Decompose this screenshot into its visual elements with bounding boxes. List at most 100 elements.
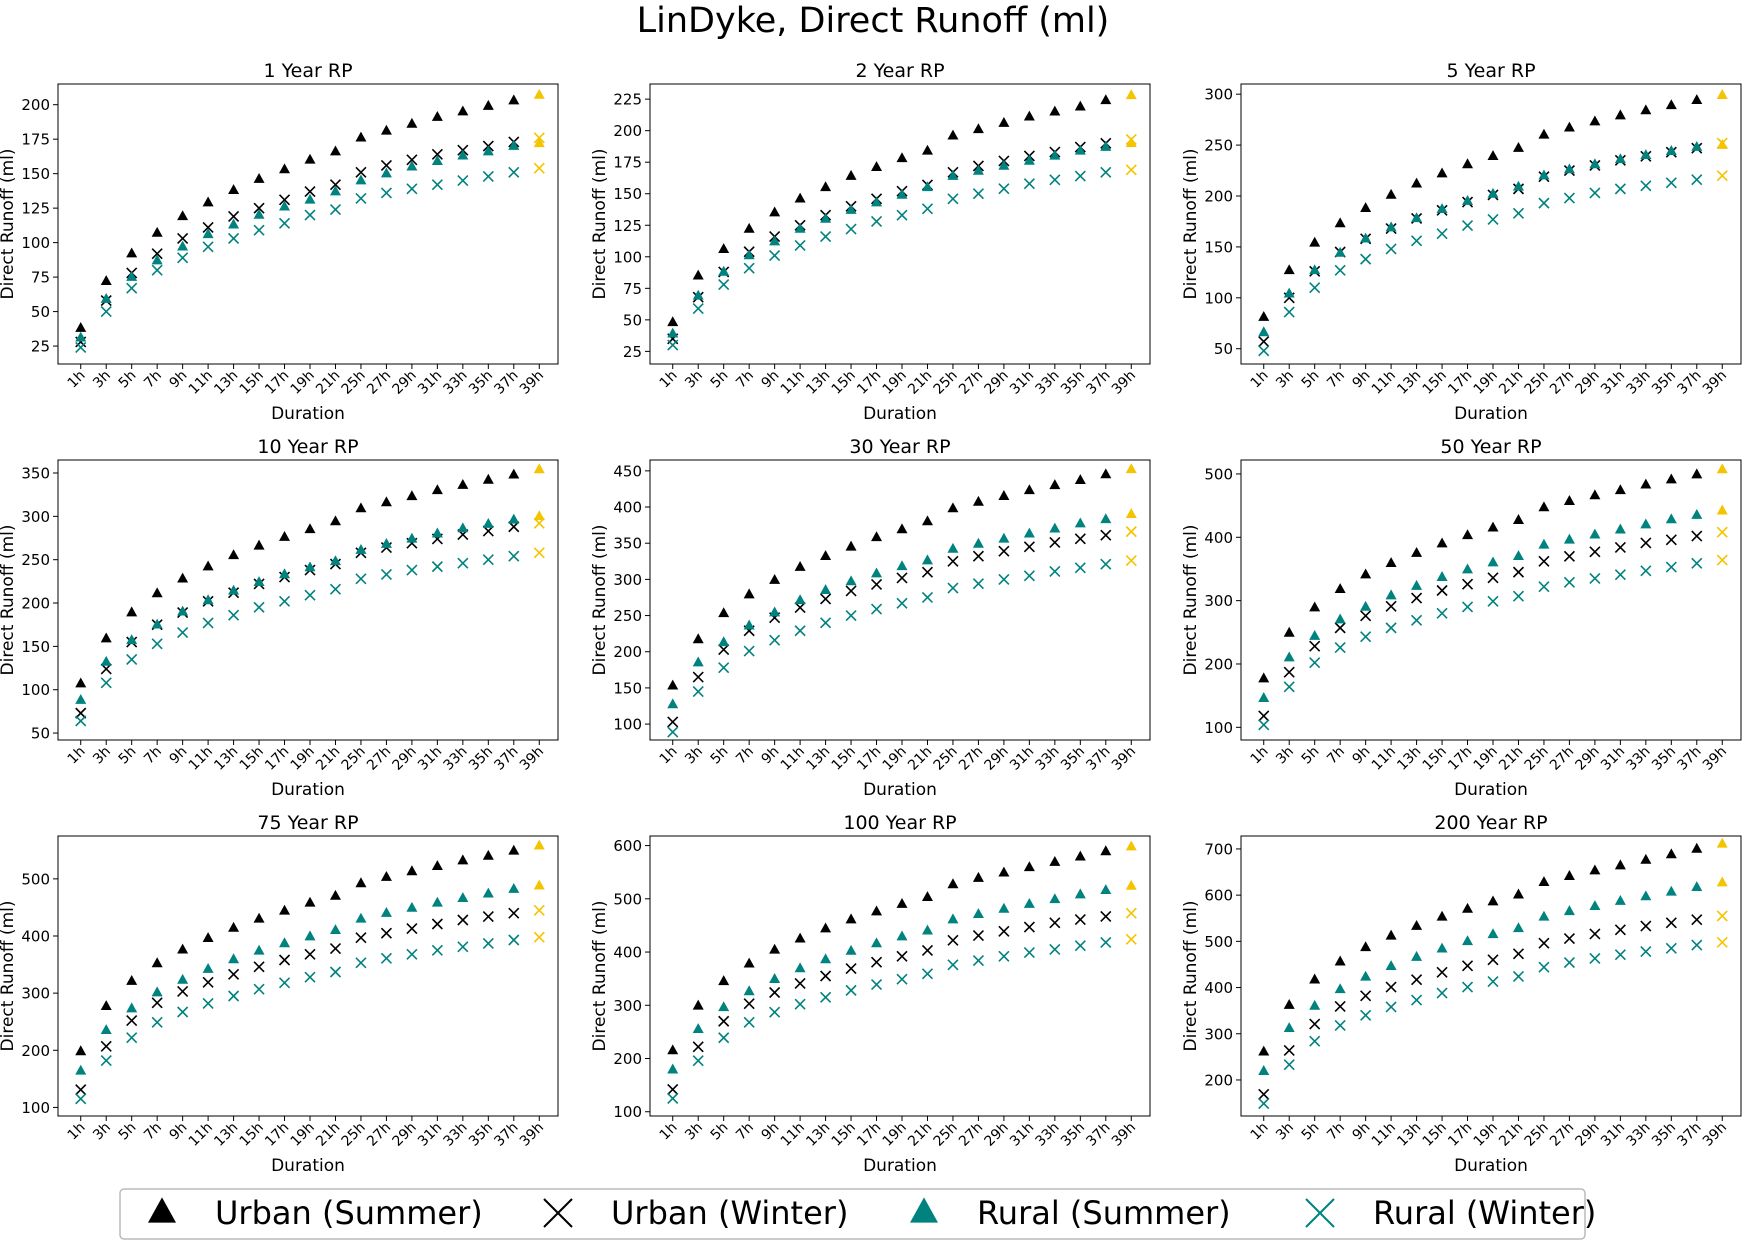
rural-summer-point (457, 149, 469, 160)
rural-winter-point (947, 959, 959, 971)
rural-winter-point (1334, 641, 1346, 654)
rural-winter-point (1258, 345, 1270, 357)
rural-winter-point (972, 578, 984, 590)
urban-summer-point (1049, 105, 1061, 116)
x-tick-label: 11h (1369, 1120, 1399, 1150)
rural-summer-point (355, 174, 367, 185)
urban-winter-point (921, 944, 934, 957)
x-tick-label: 11h (1369, 368, 1399, 398)
urban-winter-point (1563, 550, 1575, 562)
rural-winter-point (380, 568, 392, 580)
rural-winter-point (921, 591, 934, 604)
rural-summer-point (151, 986, 163, 997)
y-tick-label: 150 (1204, 238, 1233, 256)
rural-summer-point (406, 532, 418, 543)
rural-winter-point (457, 557, 469, 569)
x-tick-label: 5h (1299, 1120, 1323, 1144)
rural-winter-point (692, 685, 704, 698)
x-tick-label: 37h (1083, 368, 1113, 398)
rural-winter-point (100, 1055, 112, 1067)
plot-area (1240, 83, 1742, 365)
x-tick-label: 7h (733, 744, 757, 768)
rural-summer-point (126, 270, 138, 281)
urban-winter-point (947, 934, 959, 946)
y-tick-label: 100 (1204, 289, 1233, 307)
urban-summer-point (1100, 94, 1112, 105)
urban-summer-point (1487, 895, 1499, 906)
urban-winter-point (1436, 966, 1448, 978)
urban-winter-point (253, 961, 265, 973)
rural-summer-point (1309, 629, 1321, 640)
rural-winter-point (1487, 975, 1499, 988)
panel-title: 10 Year RP (257, 436, 358, 458)
y-tick-label: 300 (1204, 592, 1233, 610)
x-tick-label: 27h (956, 368, 986, 398)
rural-winter-point (1334, 1019, 1346, 1032)
urban-summer-point (457, 105, 469, 116)
urban-summer-point (1411, 546, 1423, 557)
rural-summer-point (1436, 203, 1448, 213)
urban-summer-point (667, 679, 679, 690)
x-tick-label: 29h (1573, 744, 1603, 774)
urban-summer-point (1100, 468, 1112, 479)
urban-summer-point (1589, 489, 1601, 500)
rural-winter-point (1716, 170, 1728, 182)
urban-summer-point (380, 871, 392, 881)
rural-winter-point (304, 971, 316, 983)
urban-winter-point (1258, 710, 1270, 722)
x-tick-label: 3h (682, 1120, 706, 1144)
rural-winter-point (1023, 178, 1035, 190)
rural-summer-point (75, 1064, 87, 1075)
urban-summer-point (329, 145, 341, 156)
rural-summer-point (1691, 881, 1703, 892)
rural-summer-point (202, 228, 214, 239)
rural-winter-point (482, 170, 494, 182)
rural-summer-point (508, 883, 520, 893)
rural-winter-point (228, 232, 240, 245)
rural-summer-point (1665, 145, 1677, 155)
rural-winter-point (1614, 949, 1626, 961)
rural-summer-point (998, 159, 1010, 170)
x-axis-label: Duration (271, 1156, 345, 1176)
rural-summer-point (1563, 905, 1575, 916)
x-tick-label: 13h (1394, 368, 1424, 398)
x-tick-label: 39h (1109, 368, 1139, 398)
urban-summer-point (820, 550, 832, 560)
rural-summer-point (896, 930, 908, 941)
rural-summer-point (972, 164, 984, 175)
urban-summer-point (406, 117, 418, 128)
x-tick-label: 5h (708, 744, 732, 768)
urban-summer-point (126, 247, 138, 258)
urban-summer-point (845, 169, 857, 180)
rural-summer-point (1100, 884, 1112, 895)
x-tick-label: 39h (1700, 1120, 1730, 1150)
rural-summer-point (1614, 523, 1626, 534)
urban-summer-point (75, 677, 87, 688)
x-tick-label: 1h (657, 368, 681, 392)
x-tick-label: 25h (1522, 368, 1552, 398)
rural-winter-point (1640, 945, 1652, 958)
rural-summer-point (1512, 550, 1524, 561)
x-tick-label: 15h (1420, 1120, 1450, 1150)
urban-winter-point (794, 602, 806, 614)
rural-summer-point (431, 896, 443, 907)
legend: Urban (Summer) Urban (Winter) Rural (Summe… (119, 1188, 1596, 1240)
rural-winter-point (1125, 164, 1137, 176)
rural-winter-point (1283, 681, 1295, 693)
urban-summer-point (1258, 1045, 1270, 1056)
urban-winter-point (718, 643, 730, 656)
x-tick-label: 35h (466, 1120, 496, 1150)
urban-summer-point (202, 196, 214, 207)
x-tick-label: 33h (1032, 368, 1062, 398)
x-tick-label: 1h (65, 368, 89, 392)
urban-summer-point (329, 515, 341, 526)
rural-summer-point (794, 222, 806, 233)
y-tick-label: 200 (1204, 655, 1233, 673)
x-tick-label: 7h (733, 368, 757, 392)
urban-summer-point (871, 531, 883, 542)
urban-summer-point (1462, 158, 1474, 169)
urban-summer-point (1563, 121, 1575, 132)
urban-summer-point (692, 999, 704, 1010)
